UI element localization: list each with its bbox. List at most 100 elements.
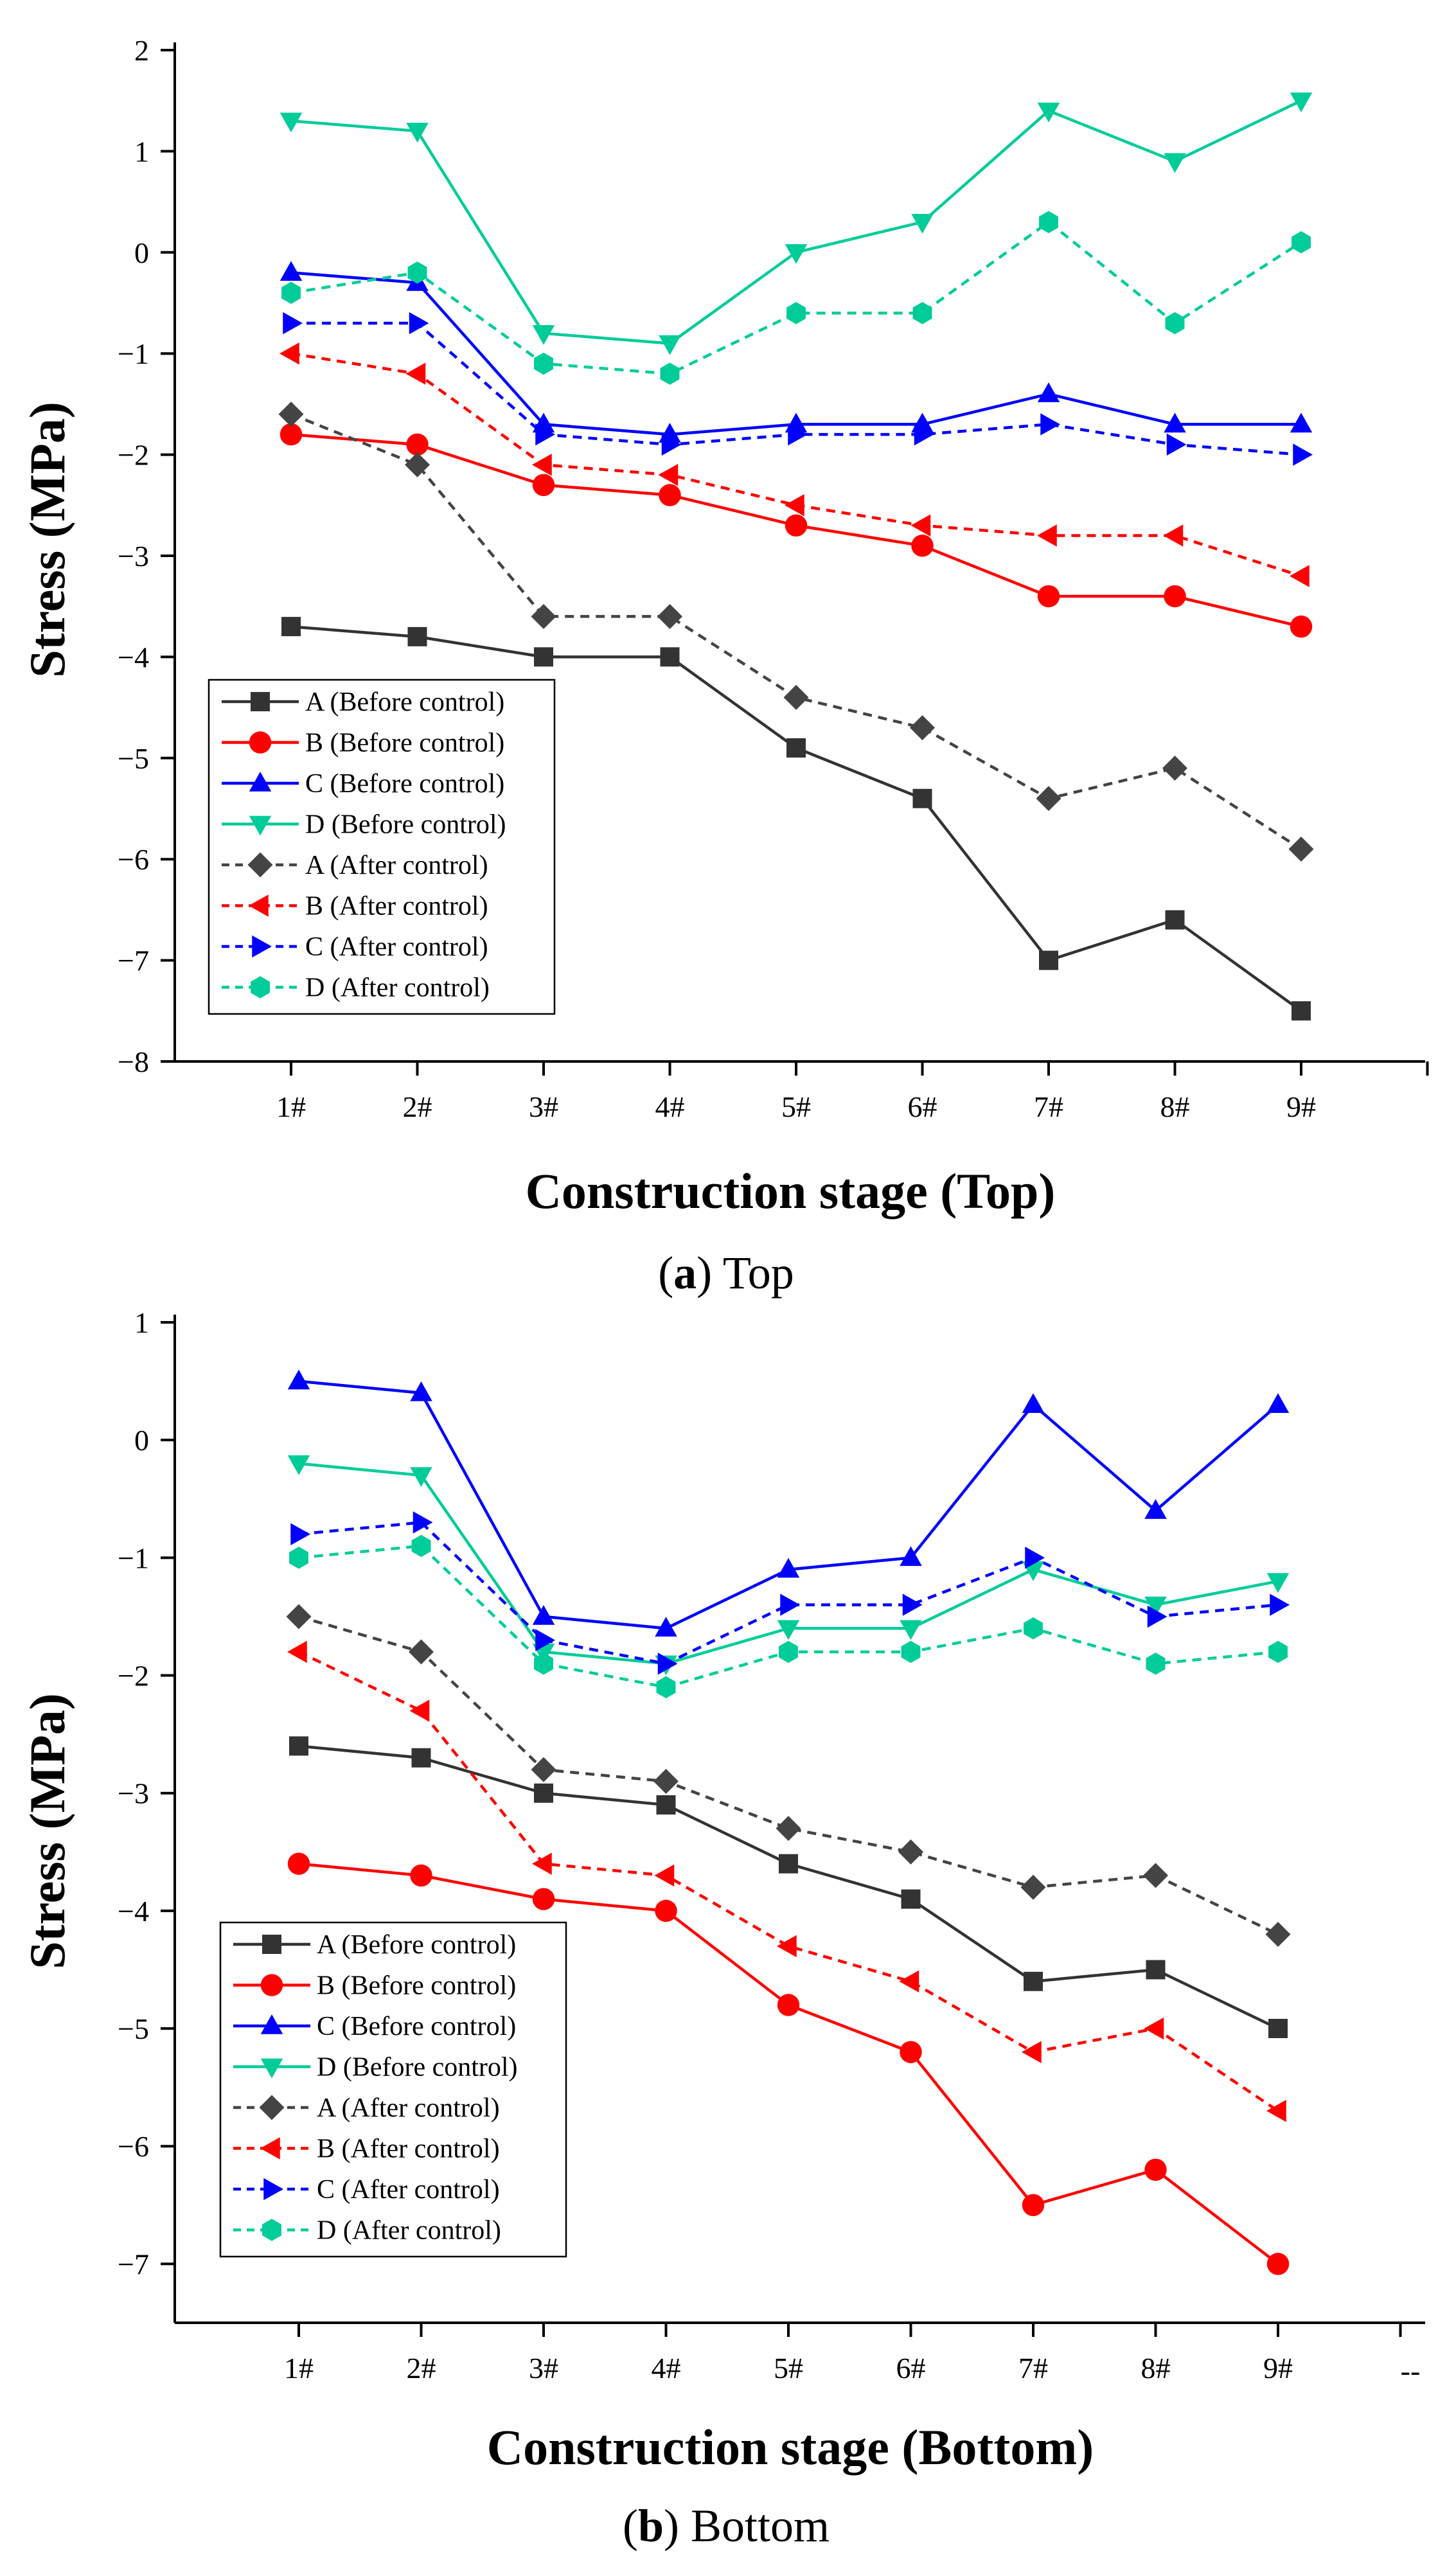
data-point-s4-5 [785, 244, 808, 264]
data-point-s4-2 [406, 123, 429, 143]
data-point-s6-4 [658, 463, 679, 486]
data-point-s4-1 [280, 112, 303, 133]
y-axis-label-bottom: Stress (MPa) [19, 1693, 75, 1969]
data-point-s6-2 [409, 1700, 430, 1722]
legend-label-1: A (Before control) [317, 1930, 516, 1960]
data-point-s6-5 [785, 494, 804, 517]
x-tick-label: 3# [529, 1090, 558, 1123]
data-point-s8-3 [534, 352, 553, 375]
legend-marker-5 [247, 852, 273, 878]
data-point-s6-8 [1163, 524, 1184, 547]
y-tick-label: −6 [118, 843, 149, 876]
legend-label-6: B (After control) [317, 2135, 500, 2164]
x-tick-label: 8# [1160, 1090, 1190, 1123]
legend-label-8: D (After control) [317, 2216, 501, 2246]
legend-label-7: C (After control) [317, 2175, 500, 2205]
data-point-s4-6 [911, 213, 934, 234]
data-point-s6-1 [287, 1640, 307, 1664]
series-line-6 [298, 1650, 1279, 2113]
data-point-s5-2 [409, 1639, 434, 1665]
data-point-s2-6 [900, 2041, 922, 2063]
legend-marker-8 [251, 976, 270, 999]
x-tick-label: 3# [529, 2352, 558, 2384]
data-point-s1-8 [1146, 1960, 1166, 1980]
data-point-s8-3 [534, 1652, 553, 1675]
data-point-s7-6 [902, 1593, 923, 1616]
data-point-s3-9 [1290, 413, 1313, 433]
caption-text-top: Top [712, 1247, 794, 1299]
data-point-s1-9 [1292, 1001, 1311, 1021]
data-point-s7-4 [657, 1652, 678, 1675]
data-point-s2-7 [1022, 2194, 1045, 2217]
legend-label-6: B (After control) [305, 892, 488, 921]
caption-letter-bottom: b [638, 2500, 664, 2552]
data-point-s6-6 [910, 514, 931, 537]
data-point-s2-2 [406, 433, 429, 456]
data-point-s6-3 [532, 1852, 552, 1875]
y-tick-label: −1 [118, 1541, 149, 1574]
data-point-s4-1 [287, 1455, 310, 1475]
x-axis-ticks-bottom: 1# 2# 3# 4# 5# 6# 7# 8# 9# [284, 2323, 1402, 2384]
x-tick-label: 1# [276, 1090, 306, 1123]
legend-marker-8 [262, 2219, 281, 2241]
y-tick-label: −5 [118, 742, 149, 775]
x-tick-label: 4# [652, 2352, 681, 2384]
series-line-5 [298, 1615, 1279, 1936]
data-point-s4-9 [1290, 92, 1313, 112]
legend-marker-4 [260, 2058, 283, 2079]
data-point-s5-7 [1036, 786, 1061, 812]
data-point-s6-4 [654, 1864, 675, 1887]
data-point-s6-9 [1290, 565, 1310, 587]
data-point-s2-8 [1144, 2158, 1167, 2181]
data-point-s1-2 [407, 626, 427, 646]
data-point-s4-8 [1144, 1596, 1167, 1617]
legend-marker-4 [249, 815, 272, 836]
data-point-s1-1 [289, 1736, 308, 1756]
x-tick-label: 6# [896, 2352, 926, 2384]
data-point-s5-3 [531, 1757, 556, 1782]
caption-text-bottom: Bottom [679, 2500, 830, 2552]
data-point-s6-6 [899, 1970, 919, 1993]
data-point-s5-5 [783, 684, 809, 710]
data-point-s6-9 [1266, 2100, 1286, 2122]
legend-marker-1 [262, 1935, 281, 1954]
data-point-s8-8 [1165, 312, 1185, 335]
series-line-7 [298, 1521, 1279, 1665]
x-tick-label: 2# [407, 2352, 436, 2384]
data-point-s6-3 [532, 454, 552, 476]
legend-marker-5 [259, 2095, 285, 2120]
caption-letter-top: a [673, 1247, 697, 1299]
data-point-s8-7 [1039, 211, 1058, 233]
data-point-s3-7 [1037, 382, 1060, 402]
data-point-s2-4 [659, 484, 681, 506]
data-point-s7-1 [290, 1523, 310, 1545]
legend-label-5: A (After control) [305, 851, 488, 880]
data-point-s8-4 [656, 1676, 676, 1699]
data-point-s3-8 [1144, 1499, 1167, 1519]
data-point-s3-1 [287, 1369, 310, 1390]
data-point-s7-6 [914, 423, 934, 446]
data-point-s1-9 [1268, 2019, 1288, 2039]
legend-marker-6 [260, 2137, 280, 2160]
data-point-s1-6 [901, 1889, 921, 1909]
data-point-s4-6 [900, 1620, 922, 1640]
y-tick-label: −4 [118, 641, 149, 673]
y-tick-label: −8 [118, 1045, 149, 1078]
data-point-s4-3 [532, 324, 555, 345]
x-tick-label: 7# [1034, 1090, 1063, 1123]
data-point-s7-2 [409, 312, 429, 335]
data-point-s1-7 [1039, 950, 1058, 970]
data-point-s8-5 [786, 301, 806, 324]
data-point-s1-6 [912, 788, 932, 808]
legend-marker-3 [249, 772, 272, 792]
data-point-s1-1 [281, 617, 301, 637]
data-point-s2-8 [1164, 585, 1186, 608]
data-point-s8-6 [912, 301, 932, 324]
data-point-s6-8 [1144, 2017, 1164, 2040]
y-tick-label: −6 [118, 2130, 149, 2163]
data-point-s2-5 [785, 514, 808, 537]
x-tick-label: 8# [1141, 2352, 1171, 2384]
data-point-s8-4 [660, 362, 680, 385]
legend-label-2: B (Before control) [317, 1971, 516, 2001]
y-tick-label: −1 [118, 337, 149, 370]
